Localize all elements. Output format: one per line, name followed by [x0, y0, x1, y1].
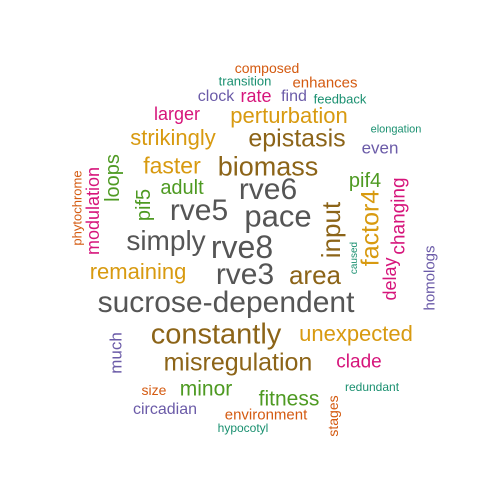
word-feedback: feedback [313, 91, 367, 107]
word-perturbation: perturbation [230, 103, 348, 128]
word-size: size [141, 382, 167, 398]
word-loops: loops [102, 154, 124, 202]
word-hypocotyl: hypocotyl [217, 421, 269, 435]
word-homologs: homologs [421, 245, 439, 311]
word-remaining: remaining [89, 259, 187, 284]
word-clock: clock [197, 88, 235, 105]
word-rve6: rve6 [238, 173, 298, 206]
word-adult: adult [160, 177, 204, 199]
word-transition: transition [218, 73, 272, 89]
word-unexpected: unexpected [299, 321, 413, 346]
word-composed: composed [234, 60, 300, 76]
word-redundant: redundant [344, 380, 400, 394]
word-even: even [361, 138, 399, 158]
word-minor: minor [179, 377, 233, 401]
word-fitness: fitness [258, 387, 320, 411]
word-pif4: pif4 [348, 170, 382, 192]
word-strikingly: strikingly [130, 125, 216, 150]
word-clade: clade [336, 351, 382, 373]
word-phytochrome: phytochrome [69, 170, 85, 246]
word-find: find [281, 88, 307, 105]
word-much: much [106, 332, 126, 374]
word-sucrose-dependent: sucrose-dependent [97, 286, 355, 319]
word-circadian: circadian [132, 401, 198, 418]
word-changing: changing [388, 177, 410, 255]
word-epistasis: epistasis [248, 124, 346, 153]
word-caused: caused [349, 241, 360, 275]
word-enhances: enhances [292, 74, 358, 92]
word-rate: rate [240, 86, 272, 106]
word-pif5: pif5 [133, 188, 155, 222]
word-area: area [288, 260, 342, 290]
word-delay: delay [380, 257, 400, 301]
word-larger: larger [153, 104, 201, 124]
word-misregulation: misregulation [163, 348, 313, 377]
word-input: input [316, 201, 346, 259]
word-rve5: rve5 [169, 194, 229, 227]
word-simply: simply [126, 225, 206, 256]
word-pace: pace [244, 198, 312, 234]
word-rve8: rve8 [210, 229, 274, 265]
word-biomass: biomass [217, 151, 319, 182]
word-rve3: rve3 [215, 258, 275, 291]
word-stages: stages [325, 395, 341, 437]
word-faster: faster [143, 152, 201, 179]
word-environment: environment [224, 406, 308, 424]
word-elongation: elongation [370, 123, 422, 136]
word-factor4: factor4 [356, 189, 385, 267]
word-constantly: constantly [150, 318, 282, 351]
word-modulation: modulation [83, 166, 103, 256]
